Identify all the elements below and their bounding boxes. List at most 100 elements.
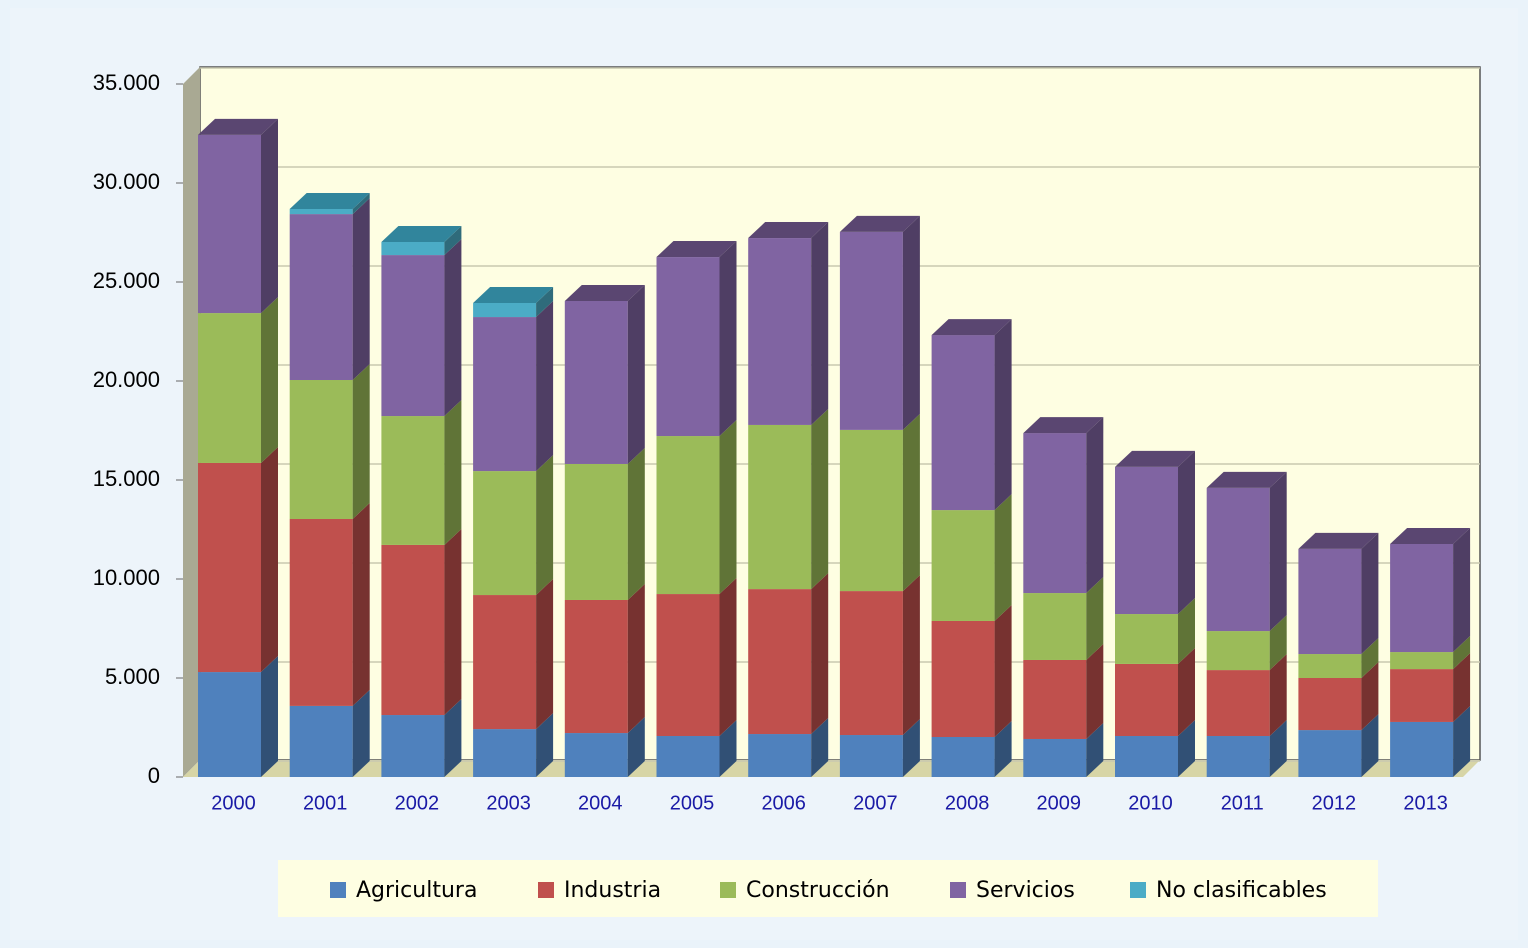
bar [931,737,995,777]
bar [748,238,812,425]
bar [198,462,261,673]
bar-side [1269,720,1287,777]
bar [1390,669,1454,722]
bar [1115,736,1178,777]
bar-side [1361,714,1379,777]
bar [473,317,537,472]
bar [198,672,261,777]
bar-side [902,413,920,592]
bar [1115,663,1178,737]
x-tick-label: 2010 [1128,792,1173,814]
bar [656,594,720,737]
bar-top [198,118,278,135]
bar-side [1269,615,1287,671]
x-tick-label: 2003 [486,792,531,814]
bar-side [811,718,829,777]
bar [931,510,995,621]
bar [289,380,353,520]
bar-side [902,575,920,736]
bar-side [444,528,462,716]
y-tick-label: 35.000 [93,70,160,95]
bar-side [1361,532,1379,655]
bar [1298,548,1362,655]
bar [1298,654,1362,678]
bar-top [1298,532,1379,549]
bar [1206,736,1270,777]
bar [564,599,628,734]
bar-side [719,420,737,595]
bar-side [352,689,370,777]
bar-side [1178,720,1195,777]
bar-side [1453,653,1471,722]
bar [839,231,903,430]
bar-side [811,573,829,735]
bar [564,301,628,464]
legend-swatch [330,882,346,898]
y-tick-label: 0 [148,763,160,788]
bar-side [1453,527,1471,653]
bar [656,257,720,437]
bar [289,214,353,381]
bar-side [352,503,370,706]
bar-side [536,455,554,596]
bar-side [902,215,920,430]
bar-top [1390,527,1471,544]
side-wall [183,67,200,777]
bar-top [931,319,1012,336]
bar [656,736,720,777]
bar-side [1086,643,1104,739]
y-tick-label: 15.000 [93,466,160,491]
bar-side [1178,450,1195,615]
bar-top [473,286,554,303]
bar [381,255,445,417]
legend-swatch [1130,882,1146,898]
bar [1023,433,1087,594]
x-tick-label: 2006 [761,792,806,814]
bar-side [352,198,370,381]
legend [278,860,1378,917]
bar-side [1269,654,1287,737]
legend-swatch [950,882,966,898]
bar-side [627,583,645,734]
bar-top [1023,417,1104,434]
x-tick-label: 2000 [211,792,256,814]
bar-side [1361,662,1379,731]
bar-side [1269,471,1287,632]
bar [656,436,720,595]
bar-side [261,118,278,314]
bar [1390,652,1454,670]
bar-side [261,656,278,777]
bar-side [1086,722,1104,777]
bar-side [994,494,1012,621]
bar-side [352,192,370,215]
floor [183,760,1480,777]
bar [289,705,353,777]
bar-side [536,713,554,777]
x-tick-label: 2013 [1403,792,1448,814]
bar [748,734,812,777]
bar [381,242,445,256]
bar [1206,487,1270,632]
bar [289,519,353,706]
bar [1390,721,1454,777]
y-tick-label: 20.000 [93,367,160,392]
bar-top [656,241,737,258]
bar-side [444,400,462,545]
bar-side [536,301,554,472]
bar-side [1086,577,1104,660]
bar [564,463,628,600]
bar-top [748,222,829,239]
bar [931,620,995,738]
bar [1023,738,1087,777]
bar [473,302,537,318]
bar-side [719,720,737,777]
bar [473,595,537,730]
x-tick-label: 2012 [1312,792,1357,814]
bar-side [444,699,462,777]
bar-top [289,192,370,209]
bar [473,729,537,777]
bar-side [627,447,645,600]
legend-label: Industria [564,878,661,903]
bar [1023,593,1087,660]
